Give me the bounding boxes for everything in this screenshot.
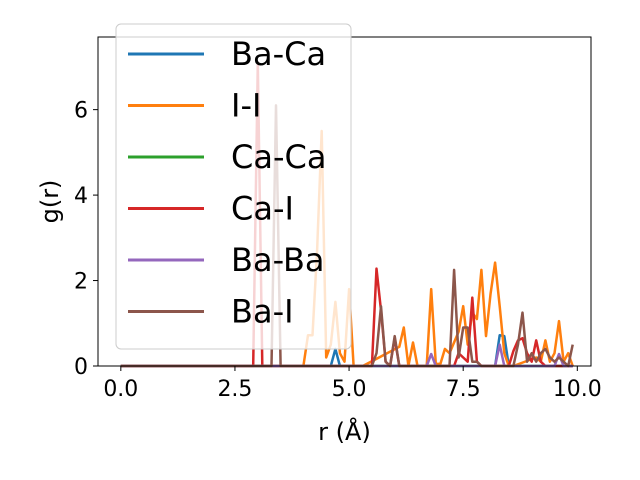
x-tick-label: 5.0 [332,377,367,402]
y-ticks: 0 2 4 6 [74,99,98,380]
legend-label: Ca-I [231,190,294,228]
legend-label: I-I [231,87,261,125]
x-tick-label: 2.5 [217,377,252,402]
y-tick-label: 6 [74,99,88,124]
y-axis-label: g(r) [36,180,64,224]
x-ticks: 0.0 2.5 5.0 7.5 10.0 [103,366,602,402]
y-tick-label: 2 [74,270,88,295]
y-tick-label: 4 [74,184,88,209]
x-tick-label: 7.5 [446,377,481,402]
x-tick-label: 0.0 [103,377,138,402]
legend-label: Ca-Ca [231,138,326,176]
legend-label: Ba-Ba [231,241,325,279]
legend-label: Ba-Ca [231,35,326,73]
legend-label: Ba-I [231,293,294,331]
legend: Ba-Ca I-I Ca-Ca Ca-I Ba-Ba Ba-I [115,23,352,350]
y-tick-label: 0 [74,355,88,380]
x-tick-label: 10.0 [553,377,602,402]
x-axis-label: r (Å) [318,417,371,446]
